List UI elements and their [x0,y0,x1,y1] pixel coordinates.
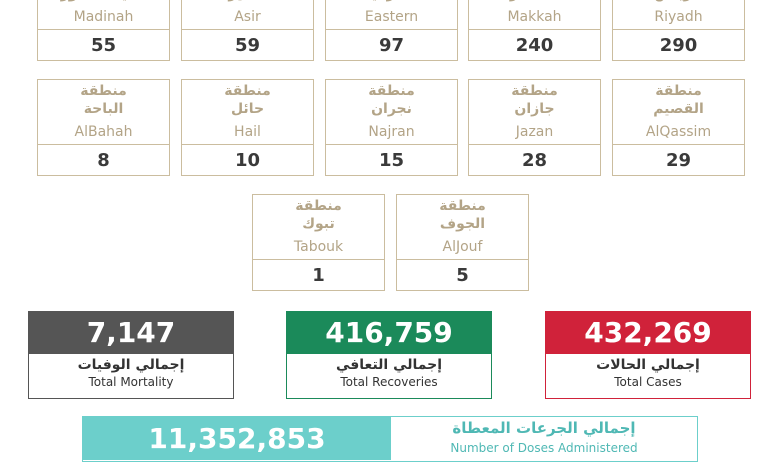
region-name-ar: الرياض [613,0,744,2]
region-value: 8 [97,150,110,171]
total-box: 416,759 إجمالي التعافي Total Recoveries [286,311,492,399]
region-card: منطقة الجوف AlJouf 5 [396,194,529,291]
region-prefix: منطقة [655,83,702,99]
divider [326,29,457,30]
region-name-en: Hail [234,124,261,140]
region-card: منطقة الباحة AlBahah 8 [37,79,170,176]
region-card: منطقة حائل Hail 10 [181,79,314,176]
region-prefix: منطقة [368,83,415,99]
region-value: 5 [456,265,469,286]
region-card: منطقة القصيم AlQassim 29 [612,79,745,176]
divider [613,144,744,145]
region-card: منطقةالرياضRiyadh290 [612,0,745,61]
region-prefix: منطقة [80,83,127,99]
total-box: 432,269 إجمالي الحالات Total Cases [545,311,751,399]
region-name-en: AlQassim [645,124,712,140]
region-name-ar: الشرقية [326,0,457,2]
region-value: 55 [90,35,117,56]
region-name-ar: المدينة المنورة [38,0,169,2]
total-label-ar: إجمالي التعافي [335,357,443,373]
region-value: 59 [234,35,261,56]
region-card: منطقةالمدينة المنورةMadinah55 [37,0,170,61]
total-value: 416,759 [287,312,491,354]
region-name-en: Najran [368,124,415,140]
region-value: 97 [378,35,405,56]
region-name-ar: نجران [371,101,412,117]
region-name-en: Makkah [507,9,562,25]
region-name-ar: القصيم [653,101,704,117]
total-label-ar: إجمالي الحالات [596,357,700,373]
region-name-ar: جازان [514,101,555,117]
region-name-en: Riyadh [654,9,703,25]
region-card: منطقة نجران Najran 15 [325,79,458,176]
region-name-en: Asir [234,9,261,25]
doses-box: 11,352,853 إجمالي الجرعات المعطاة Number… [82,416,698,462]
doses-value: 11,352,853 [83,417,391,460]
region-prefix: منطقة [224,83,271,99]
region-value: 29 [665,150,692,171]
total-value: 7,147 [29,312,233,354]
region-value: 290 [659,35,698,56]
total-label-en: Total Recoveries [340,375,438,389]
doses-label-en: Number of Doses Administered [450,441,638,455]
region-name-ar: الباحة [83,101,124,117]
divider [469,144,600,145]
divider [38,144,169,145]
region-value: 28 [521,150,548,171]
region-prefix: منطقة [511,83,558,99]
region-card: منطقة تبوك Tabouk 1 [252,194,385,291]
divider [38,29,169,30]
region-name-en: Madinah [73,9,134,25]
region-name-en: Tabouk [293,239,344,255]
region-name-en: Eastern [364,9,419,25]
region-card: منطقةمكة المكرمةMakkah240 [468,0,601,61]
region-card: منطقةالشرقيةEastern97 [325,0,458,61]
region-value: 240 [515,35,554,56]
region-value: 15 [378,150,405,171]
region-name-ar: حائل [230,101,265,117]
region-value: 1 [312,265,325,286]
region-name-ar: مكة المكرمة [469,0,600,2]
region-prefix: منطقة [439,198,486,214]
total-label-ar: إجمالي الوفيات [77,357,185,373]
region-name-ar: تبوك [302,216,335,232]
total-box: 7,147 إجمالي الوفيات Total Mortality [28,311,234,399]
divider [253,259,384,260]
region-prefix: منطقة [295,198,342,214]
divider [397,259,528,260]
total-value: 432,269 [546,312,750,354]
doses-label-ar: إجمالي الجرعات المعطاة [452,419,636,437]
region-card: منطقةعسيرAsir59 [181,0,314,61]
total-label-en: Total Cases [614,375,682,389]
region-name-en: AlJouf [442,239,483,255]
divider [469,29,600,30]
region-name-en: AlBahah [74,124,133,140]
total-label-en: Total Mortality [88,375,174,389]
region-name-ar: عسير [182,0,313,2]
divider [326,144,457,145]
region-value: 10 [234,150,261,171]
divider [182,29,313,30]
divider [613,29,744,30]
divider [182,144,313,145]
region-name-ar: الجوف [439,216,486,232]
region-card: منطقة جازان Jazan 28 [468,79,601,176]
region-name-en: Jazan [515,124,554,140]
